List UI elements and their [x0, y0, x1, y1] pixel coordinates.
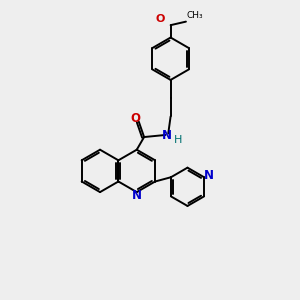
Text: O: O	[156, 14, 165, 24]
Text: H: H	[173, 135, 182, 145]
Text: N: N	[162, 129, 172, 142]
Text: N: N	[204, 169, 214, 182]
Text: O: O	[130, 112, 140, 125]
Text: N: N	[132, 189, 142, 203]
Text: CH₃: CH₃	[187, 11, 203, 20]
